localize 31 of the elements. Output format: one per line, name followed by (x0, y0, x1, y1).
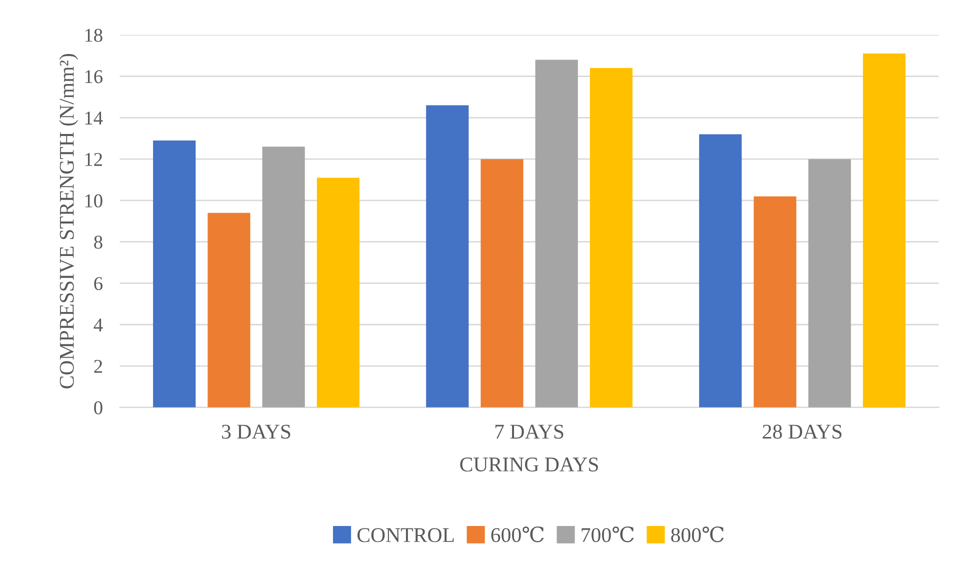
bar (426, 105, 469, 408)
bar (808, 159, 851, 408)
legend-label: CONTROL (357, 528, 454, 542)
bar (480, 159, 524, 408)
y-tick-label: 6 (94, 277, 103, 290)
bar (208, 212, 250, 408)
y-tick-label: 2 (94, 360, 102, 373)
bar (862, 54, 906, 408)
y-tick-label: 16 (85, 70, 103, 84)
y-tick-label: 8 (94, 236, 102, 249)
y-tick-label: 4 (94, 318, 103, 332)
bar (590, 68, 632, 408)
legend-label: 700℃ (582, 526, 634, 542)
x-tick-label: 7 DAYS (495, 424, 564, 439)
bar (754, 196, 796, 408)
bar (262, 146, 305, 408)
legend-label: 800℃ (671, 526, 724, 542)
x-tick-label: 3 DAYS (222, 424, 290, 439)
y-tick-label: 0 (94, 401, 102, 414)
x-tick-label: 28 DAYS (762, 424, 842, 439)
legend-label: 600℃ (491, 526, 544, 542)
bar (153, 140, 196, 408)
bar (316, 178, 360, 408)
y-axis-title: COMPRESSIVE STRENGTH (N/mm²) (59, 54, 78, 388)
x-axis-title: CURING DAYS (460, 458, 598, 472)
y-tick-label: 14 (85, 112, 103, 124)
bar (535, 60, 578, 408)
y-tick-label: 12 (85, 152, 102, 166)
bar (699, 134, 742, 408)
y-tick-label: 10 (85, 194, 102, 208)
y-tick-label: 18 (85, 28, 102, 42)
